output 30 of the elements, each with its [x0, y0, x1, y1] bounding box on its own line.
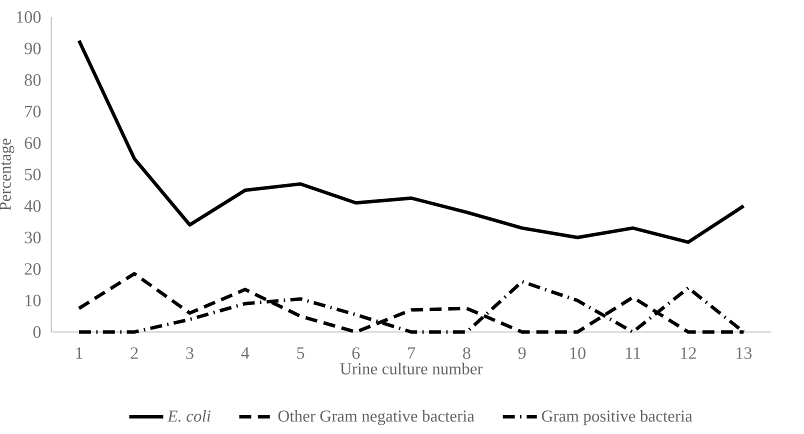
legend-label: Gram positive bacteria — [542, 410, 692, 426]
y-tick-label: 90 — [24, 42, 41, 54]
y-tick-label: 80 — [24, 74, 41, 86]
y-tick-label: 40 — [24, 200, 41, 212]
line-series — [77, 38, 746, 244]
x-tick-label: 4 — [241, 347, 250, 359]
x-tick-label: 3 — [186, 347, 194, 359]
y-tick-label: 50 — [25, 168, 41, 180]
x-tick-label: 9 — [518, 347, 526, 359]
legend-label: E. coli — [167, 410, 210, 422]
x-tick-label: 13 — [736, 347, 752, 359]
x-tick-label: 6 — [352, 347, 360, 359]
x-tick-label: 8 — [463, 347, 470, 359]
x-axis-title: Urine culture number — [340, 362, 483, 374]
x-tick-label: 7 — [408, 347, 416, 359]
y-tick-label: 10 — [26, 294, 41, 306]
y-tick-label: 20 — [24, 263, 41, 275]
y-axis-title: Percentage — [0, 138, 14, 210]
x-tick-label: 10 — [570, 347, 586, 359]
x-tick-label: 5 — [297, 347, 304, 359]
x-tick-label: 12 — [681, 347, 696, 359]
y-tick-label: 70 — [25, 106, 41, 118]
legend-label: Other Gram negative bacteria — [278, 410, 474, 426]
x-tick-label: 1 — [76, 347, 82, 359]
y-tick-label: 100 — [16, 11, 41, 23]
x-tick-label: 2 — [130, 347, 138, 359]
y-tick-label: 0 — [33, 326, 41, 338]
y-tick-label: 60 — [24, 137, 41, 149]
x-tick-label: 11 — [626, 347, 640, 359]
y-tick-label: 30 — [24, 232, 41, 244]
